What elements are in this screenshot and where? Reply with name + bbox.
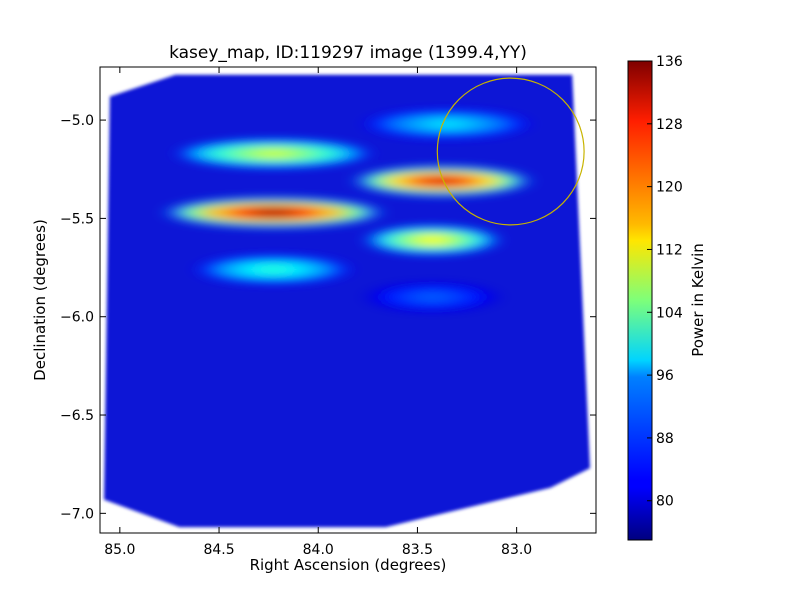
x-tick-label: 83.5 [402,542,433,558]
colorbar [627,60,653,541]
x-tick-label: 83.0 [501,542,532,558]
colorbar-tick-label: 80 [656,494,674,510]
y-axis-label: Declination (degrees) [31,219,49,381]
colorbar-tick-label: 112 [656,242,683,258]
x-tick-label: 84.0 [303,542,334,558]
colorbar-tick-label: 128 [656,117,683,133]
heat-band-4 [367,109,527,139]
y-tick-label: −5.0 [60,113,94,129]
heat-band-5 [357,166,527,196]
x-tick-label: 85.0 [104,542,135,558]
colorbar-axis: 80 88 96 104 112 120 128 136 [647,54,683,510]
survey-footprint [104,74,590,528]
x-tick-label: 84.5 [203,542,234,558]
axes-frame [99,66,597,534]
x-axis-label: Right Ascension (degrees) [250,556,447,574]
chart-title: kasey_map, ID:119297 image (1399.4,YY) [169,43,527,63]
x-axis: 85.0 84.5 84.0 83.5 83.0 [104,67,532,558]
y-tick-label: −6.0 [60,310,94,326]
colorbar-tick-label: 96 [656,368,674,384]
colorbar-label: Power in Kelvin [689,243,707,357]
y-tick-label: −6.5 [60,408,94,424]
highlight-circle [436,77,585,226]
heat-band-6 [367,225,497,255]
heat-band-2 [169,197,378,228]
heat-band-1 [179,138,368,169]
heat-band-7 [367,282,497,313]
colorbar-tick-label: 104 [656,305,683,321]
y-tick-label: −7.0 [60,506,94,522]
y-tick-label: −5.5 [60,211,94,227]
colorbar-tick-label: 120 [656,180,683,196]
colorbar-tick-label: 136 [656,54,683,70]
y-axis: −5.0 −5.5 −6.0 −6.5 −7.0 [60,113,596,522]
colorbar-tick-label: 88 [656,431,674,447]
heat-band-3 [199,254,348,285]
